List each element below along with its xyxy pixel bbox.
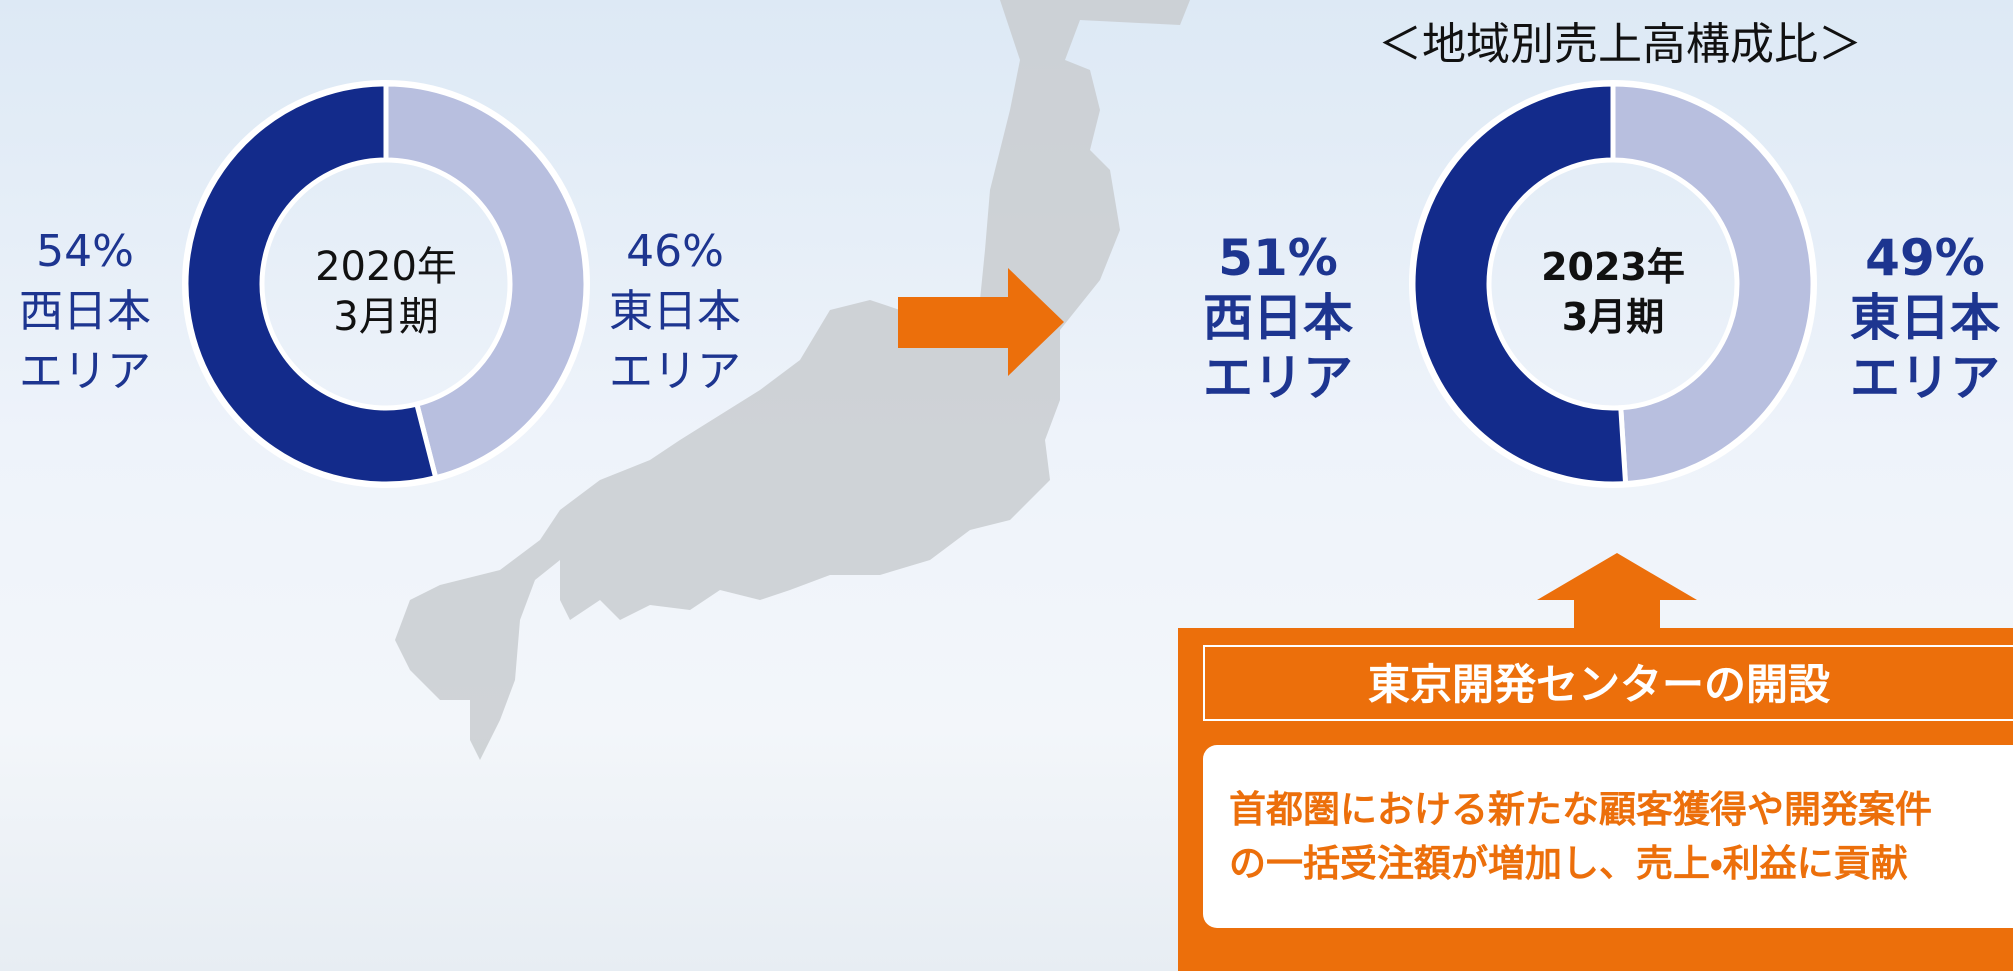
category-label: 東日本 エリア (1795, 288, 2013, 408)
callout-box: 東京開発センターの開設 首都圏における新たな顧客獲得や開発案件 の一括受注額が増… (1178, 628, 2013, 971)
center-label: 2023年 3月期 (1493, 242, 1733, 342)
value-label: 49% (1795, 228, 2013, 288)
callout-body: 首都圏における新たな顧客獲得や開発案件 の一括受注額が増加し、売上・利益に貢献 (1203, 745, 2013, 928)
slide: ＜地域別売上高構成比＞ 東京開発センターの開設 首都圏における新たな顧客獲得や開… (0, 0, 2013, 971)
heading: ＜地域別売上高構成比＞ (1340, 8, 1900, 72)
callout-title: 東京開発センターの開設 (1203, 645, 2013, 721)
value-label: 51% (1148, 228, 1408, 288)
category-label: 西日本 エリア (1148, 288, 1408, 408)
category-label: 西日本 エリア (0, 282, 215, 402)
value-label: 46% (545, 222, 805, 282)
up-arrow (1537, 553, 1697, 630)
category-label: 東日本 エリア (545, 282, 805, 402)
center-label: 2020年 3月期 (266, 242, 506, 342)
value-label: 54% (0, 222, 215, 282)
